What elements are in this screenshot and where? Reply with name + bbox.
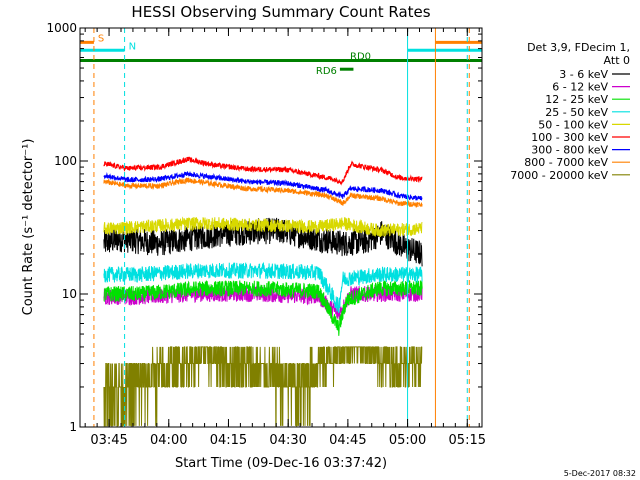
legend-label-1: 6 - 12 keV — [552, 81, 608, 94]
series-trace-6 — [103, 171, 423, 201]
vertical-line-layer — [93, 28, 470, 427]
y-tick-label: 1000 — [46, 21, 77, 35]
legend-label-5: 100 - 300 keV — [531, 131, 608, 144]
x-tick-label: 04:15 — [210, 433, 247, 448]
series-trace-8 — [103, 346, 423, 427]
x-tick-label: 05:15 — [449, 433, 486, 448]
x-tick-label: 03:45 — [90, 433, 127, 448]
y-tick-label: 10 — [62, 287, 77, 301]
x-tick-label: 04:00 — [150, 433, 187, 448]
series-trace-3 — [103, 261, 423, 314]
x-tick-label: 04:45 — [329, 433, 366, 448]
y-axis-label: Count Rate (s⁻¹ detector⁻¹) — [21, 139, 36, 316]
legend-label-7: 800 - 7000 keV — [524, 156, 608, 169]
legend-label-0: 3 - 6 keV — [559, 68, 608, 81]
chart-title: HESSI Observing Summary Count Rates — [131, 3, 430, 21]
x-axis: 03:45 04:00 04:15 04:30 04:45 05:00 05:15 — [84, 28, 486, 448]
marker-label-0: S — [98, 33, 104, 44]
marker-label-5: RD6 — [316, 66, 337, 77]
series-trace-0 — [103, 217, 423, 267]
legend-label-3: 25 - 50 keV — [545, 106, 608, 119]
legend-header-line1: Det 3,9, FDecim 1, — [527, 41, 630, 54]
legend-label-8: 7000 - 20000 keV — [510, 169, 608, 182]
legend-label-6: 300 - 800 keV — [531, 144, 608, 157]
series-trace-5 — [103, 156, 423, 186]
x-tick-label: 04:30 — [269, 433, 306, 448]
y-tick-label: 1 — [69, 420, 77, 434]
series-layer — [103, 156, 423, 427]
plot-area: S N RD0 RD6 1 10 100 1000 03:45 04:00 04:15 04:30… — [46, 21, 486, 448]
series-trace-2 — [103, 280, 423, 336]
series-trace-1 — [103, 285, 423, 321]
y-axis: 1 10 100 1000 — [46, 21, 482, 434]
x-axis-label: Start Time (09-Dec-16 03:37:42) — [175, 456, 387, 471]
legend-label-4: 50 - 100 keV — [538, 118, 608, 131]
y-tick-label: 100 — [54, 154, 77, 168]
marker-label-4: RD0 — [350, 51, 371, 62]
legend-label-2: 12 - 25 keV — [545, 93, 608, 106]
plot-frame — [79, 27, 483, 428]
footer-date: 5-Dec-2017 08:32 — [564, 469, 636, 478]
series-trace-7 — [103, 177, 423, 208]
marker-label-1: N — [129, 41, 136, 52]
x-tick-label: 05:00 — [389, 433, 426, 448]
legend-header-line2: Att 0 — [604, 54, 630, 67]
series-trace-4 — [103, 216, 423, 237]
